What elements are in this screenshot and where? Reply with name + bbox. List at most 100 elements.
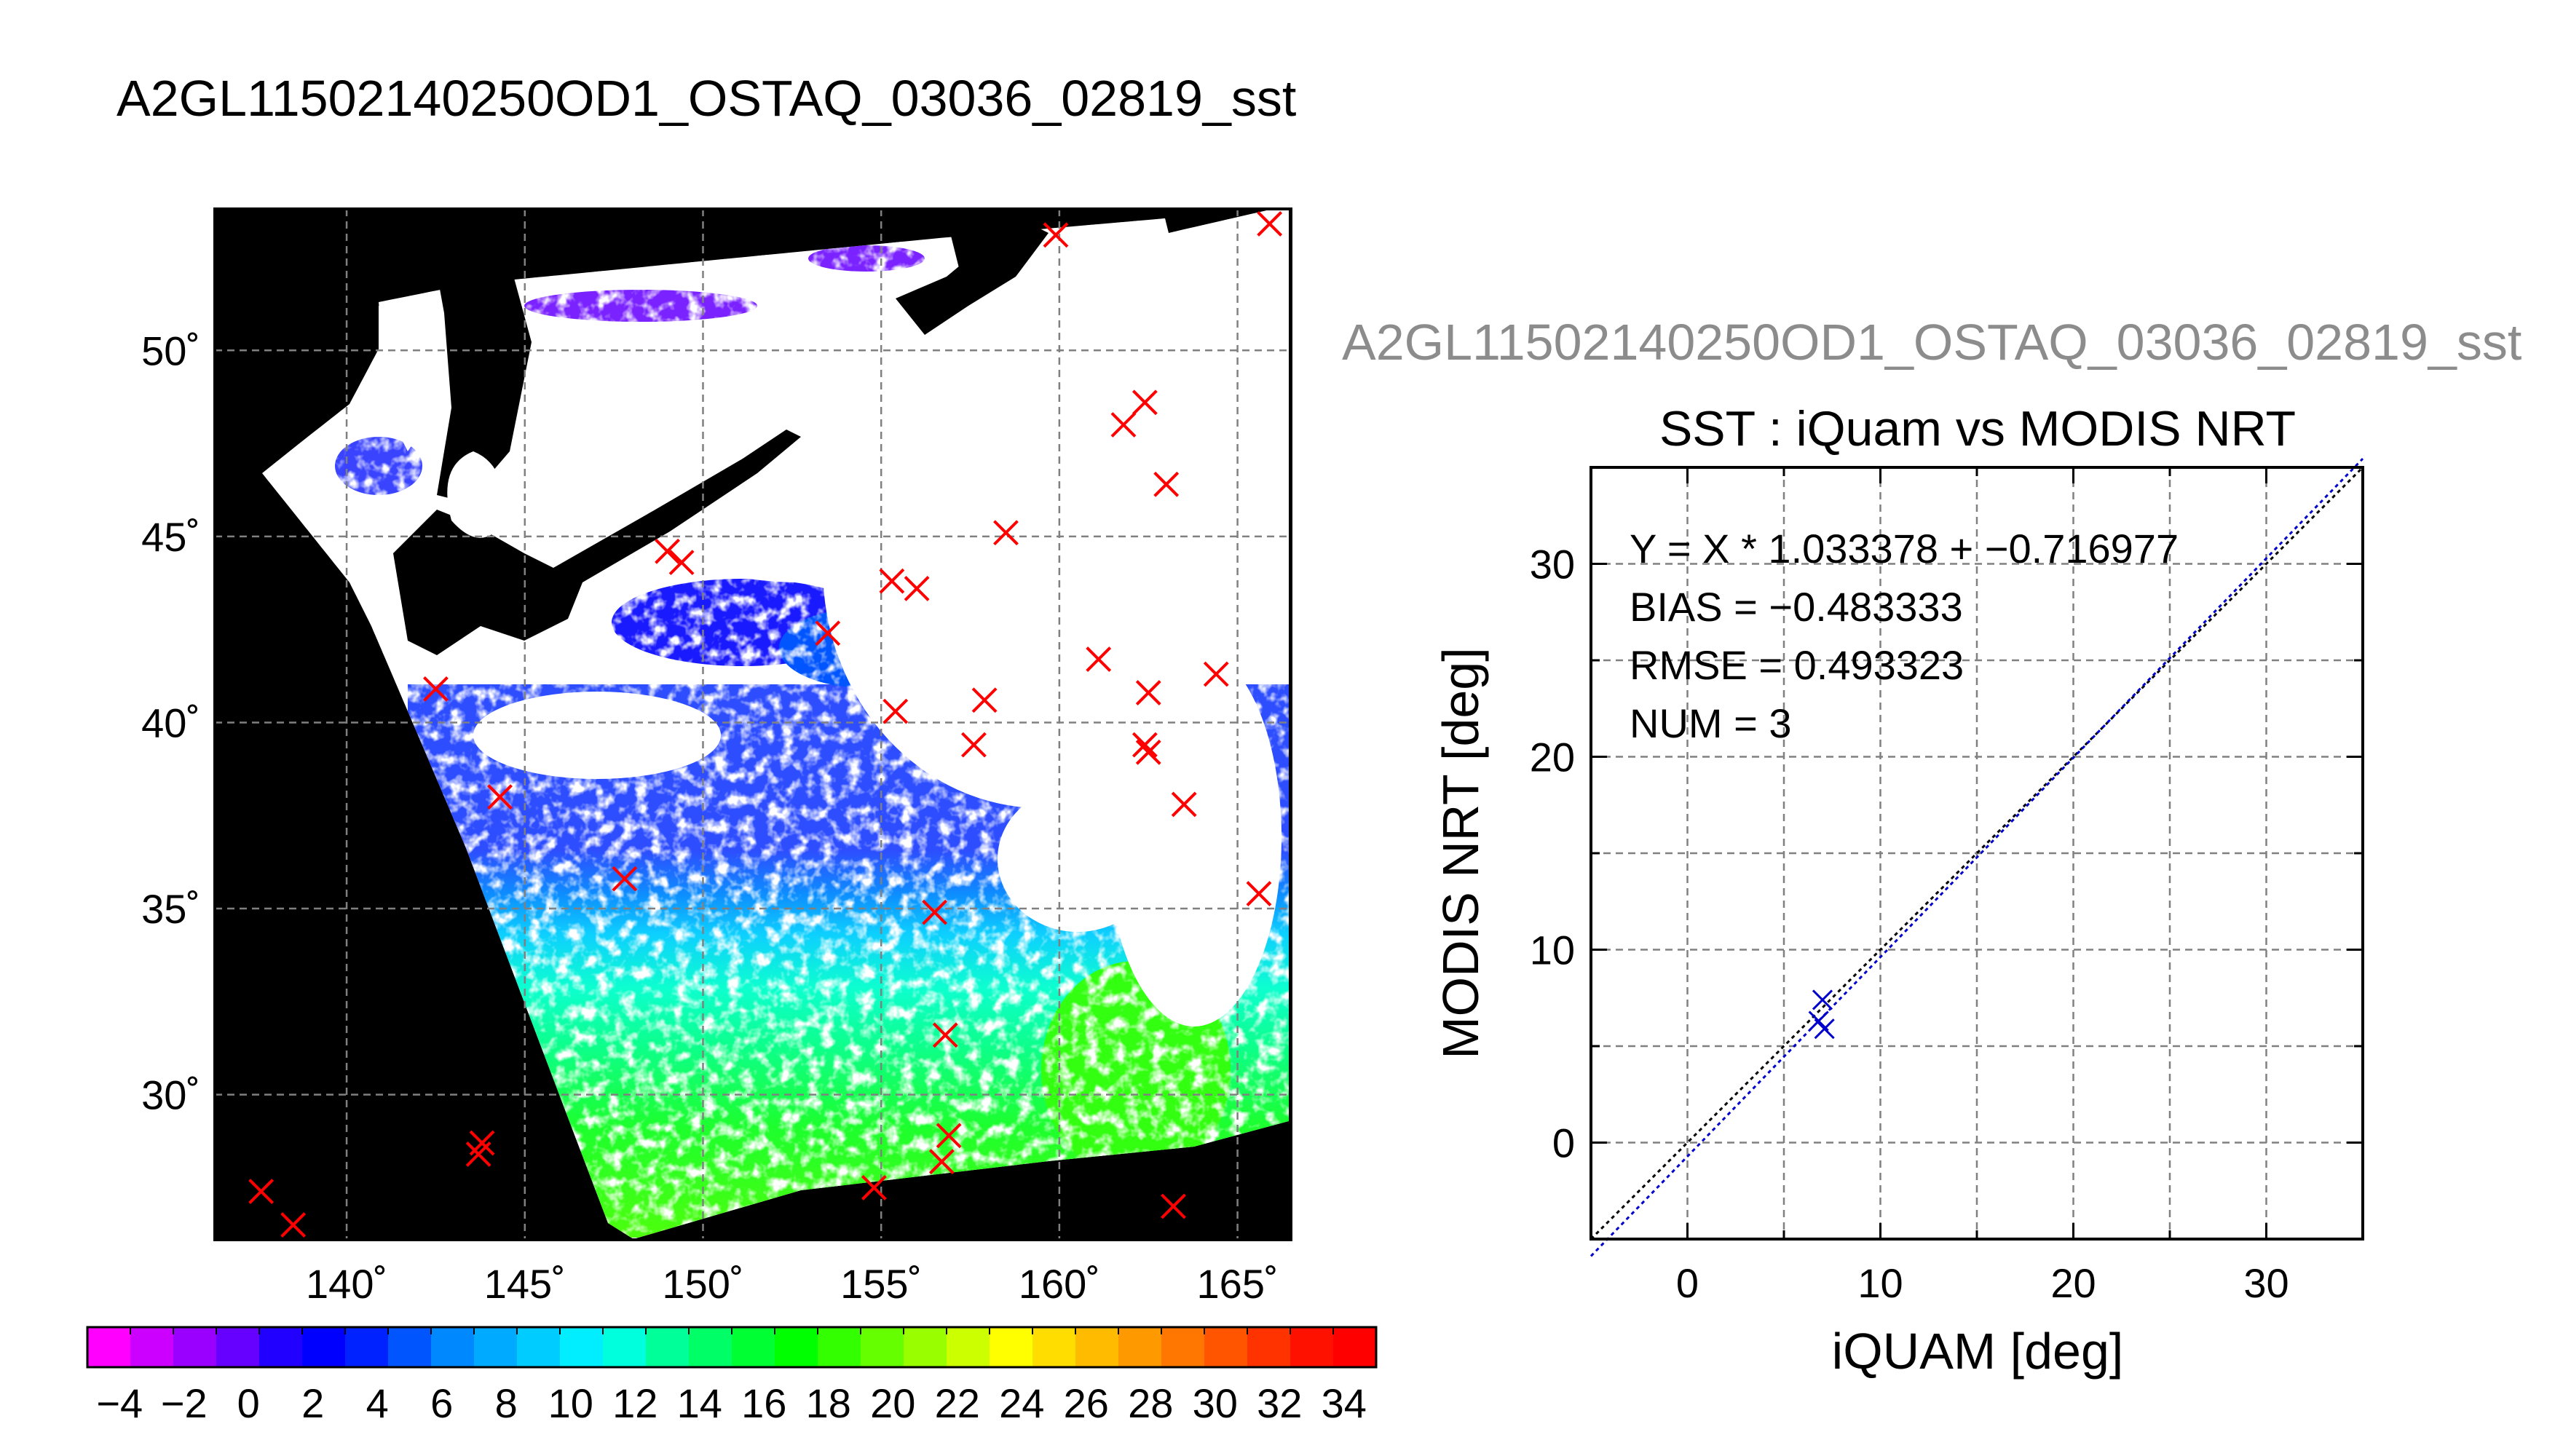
colorbar-label: 2 [301,1380,324,1426]
colorbar-cell [1247,1327,1291,1367]
scatter-point [1812,989,1833,1010]
colorbar-cell [947,1327,990,1367]
iquam-marker [971,687,998,713]
iquam-marker [815,620,841,646]
map-x-tick-label: 150˚ [662,1261,743,1307]
scatter-title: SST : iQuam vs MODIS NRT [1659,401,2296,456]
colorbar-cell [173,1327,217,1367]
map-y-tick-label: 35˚ [141,886,200,932]
colorbar-cell [474,1327,518,1367]
colorbar-label: 16 [741,1380,786,1426]
scatter-y-tick-label: 0 [1552,1120,1575,1166]
map-markers [248,211,1283,1238]
iquam-marker [936,1123,962,1149]
iquam-marker [922,899,948,925]
iquam-marker [879,568,905,594]
colorbar-cell [603,1327,647,1367]
scatter-x-tick-label: 0 [1676,1260,1699,1306]
colorbar-label: 32 [1257,1380,1302,1426]
map-x-tick-label: 155˚ [840,1261,922,1307]
colorbar-label: 28 [1128,1380,1173,1426]
colorbar-cell [732,1327,775,1367]
colorbar-cell [388,1327,432,1367]
scatter-grid [1591,467,2363,1239]
colorbar-cell [861,1327,904,1367]
regression-line [1590,457,2364,1257]
map-grid [215,209,1291,1240]
scatter-y-tick-label: 20 [1530,735,1575,780]
map-y-tick-label: 45˚ [141,514,200,560]
colorbar-label: 14 [677,1380,722,1426]
scatter-x-tick-label: 10 [1857,1260,1903,1306]
scatter-x-axis-label: iQUAM [deg] [1832,1323,2124,1380]
colorbar-label: 26 [1064,1380,1109,1426]
scatter-ticks: 0 10 20 30 0 10 20 30 [1530,467,2363,1306]
colorbar-cell [130,1327,174,1367]
iquam-marker [1171,791,1197,818]
stats-rmse: RMSE = 0.493323 [1630,642,1964,688]
scatter-y-tick-label: 30 [1530,542,1575,587]
iquam-marker [487,784,513,810]
colorbar-label: 18 [806,1380,851,1426]
colorbar-labels: −4 −2 0 2 4 6 8 10 12 14 16 18 20 22 24 26 28 30 32 34 [96,1380,1367,1426]
white-island [379,298,437,451]
iquam-marker [1203,661,1229,687]
colorbar-label: 10 [548,1380,593,1426]
colorbar-label: 30 [1193,1380,1238,1426]
colorbar-cell [216,1327,260,1367]
colorbar-cell [775,1327,818,1367]
colorbar-label: 20 [870,1380,915,1426]
colorbar-cell [818,1327,861,1367]
colorbar-label: −4 [96,1380,143,1426]
main-title: A2GL11502140250OD1_OSTAQ_03036_02819_sst [117,70,1297,127]
iquam-marker [882,698,909,724]
sst-map: 140˚ 145˚ 150˚ 155˚ 160˚ 165˚ 30˚ 35˚ 40˚ 45˚ 50˚ [141,207,1292,1307]
map-y-tick-label: 30˚ [141,1072,200,1118]
map-y-tick-label: 50˚ [141,328,200,373]
land-hokkaido [393,510,597,655]
iquam-marker [668,550,695,576]
colorbar-label: 12 [612,1380,657,1426]
scatter-x-tick-label: 20 [2050,1260,2096,1306]
stats-fit-line: Y = X * 1.033378 + −0.716977 [1630,526,2179,571]
iquam-marker [1246,881,1272,907]
colorbar-cell [1333,1327,1377,1367]
colorbar-cell [1075,1327,1119,1367]
colorbar-label: 22 [935,1380,980,1426]
colorbar-label: 34 [1322,1380,1367,1426]
iquam-marker [1135,680,1161,705]
iquam-marker [932,1022,958,1048]
colorbar-cell [1032,1327,1076,1367]
map-x-tick-label: 145˚ [484,1261,566,1307]
colorbar-cell [1118,1327,1162,1367]
colorbar-cell [646,1327,690,1367]
map-x-tick-label: 165˚ [1197,1261,1279,1307]
map-x-tick-label: 140˚ [306,1261,387,1307]
colorbar-label: 24 [999,1380,1044,1426]
cloud-mask [473,692,721,779]
iquam-marker [1257,211,1283,237]
scatter-y-tick-label: 10 [1530,927,1575,973]
scatter-point [1814,1018,1835,1040]
iquam-marker [1043,222,1069,248]
scatter-points [1808,989,1835,1040]
colorbar-label: 0 [237,1380,260,1426]
map-frame [213,207,1292,1241]
colorbar-cell [259,1327,303,1367]
colorbar-label: 8 [495,1380,518,1426]
iquam-marker [928,1149,955,1175]
colorbar-label: 6 [430,1380,453,1426]
colorbar-cell [990,1327,1033,1367]
colorbar-cell [1204,1327,1248,1367]
colorbar-label: 4 [366,1380,389,1426]
colorbar-cell [904,1327,947,1367]
iquam-marker [961,732,987,758]
map-x-ticks: 140˚ 145˚ 150˚ 155˚ 160˚ 165˚ [306,1261,1279,1307]
colorbar-cells [87,1327,1377,1367]
iquam-marker [248,1179,275,1204]
white-island [447,451,504,538]
iquam-marker [1110,412,1137,438]
map-y-tick-label: 40˚ [141,700,200,745]
cloud-mask [998,786,1158,932]
